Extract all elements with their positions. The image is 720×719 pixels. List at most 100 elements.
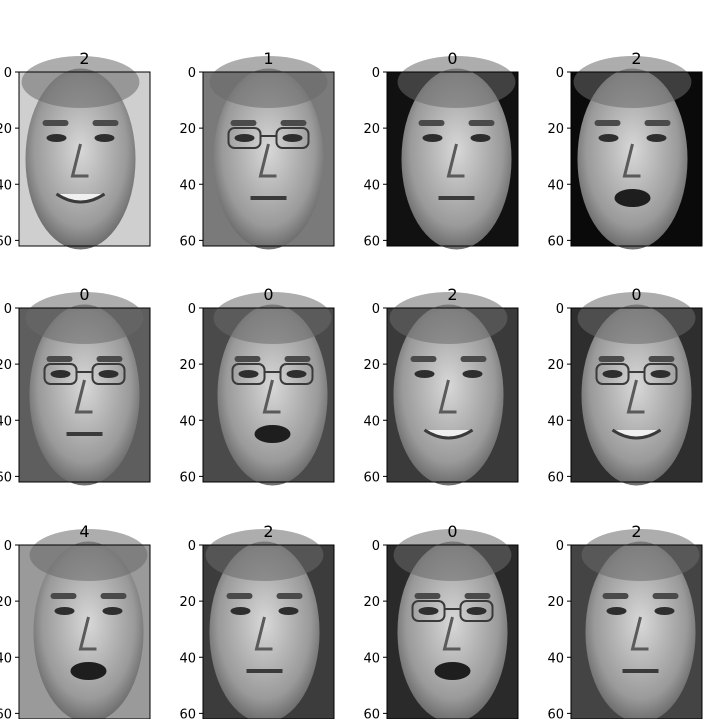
y-tick-label: 0 [188, 302, 196, 317]
face-shape [33, 541, 144, 719]
panel-title: 0 [447, 49, 457, 68]
axes-frame [570, 71, 703, 247]
panel-title: 0 [79, 285, 89, 304]
y-tick-label: 60 [179, 470, 196, 485]
face-panel: 1 0 20 40 60 [179, 49, 335, 250]
left-eye [418, 607, 439, 615]
y-tick-label: 60 [363, 707, 380, 719]
y-tick-label: 40 [0, 414, 12, 429]
glasses-left-lens [231, 363, 266, 385]
left-eyebrow [410, 356, 437, 362]
right-eyebrow [92, 120, 119, 126]
face-panel: 40204060 [0, 522, 151, 719]
glasses-left-lens [227, 127, 262, 149]
left-eye [602, 370, 623, 378]
left-eyebrow [414, 593, 441, 599]
right-eyebrow [280, 120, 307, 126]
left-eye [230, 607, 251, 615]
face-panel: 0 0 20 40 60 [0, 285, 151, 486]
y-tick-label: 0 [4, 539, 12, 554]
face-panel: 0 0 20 40 60 [179, 285, 335, 486]
left-eyebrow [230, 120, 257, 126]
face-shape [209, 541, 320, 719]
glasses-left-lens [411, 600, 446, 622]
left-eyebrow [602, 593, 629, 599]
y-tick-label: 20 [547, 358, 564, 373]
left-eyebrow [42, 120, 69, 126]
face-shape [393, 304, 504, 486]
nose [74, 379, 93, 414]
y-tick-label: 0 [4, 302, 12, 317]
axes-frame [386, 307, 519, 483]
left-eye [414, 370, 435, 378]
hair-shape [397, 56, 516, 108]
face-panel: 0 0 20 40 60 [363, 522, 519, 719]
left-eyebrow [46, 356, 73, 362]
y-tick-label: 40 [179, 651, 196, 666]
y-tick-label: 40 [0, 178, 12, 193]
hair-shape [205, 529, 324, 581]
nose [622, 143, 641, 178]
y-tick-label: 20 [363, 595, 380, 610]
axes-frame [202, 307, 335, 483]
axes-frame [386, 544, 519, 719]
right-eye [278, 607, 299, 615]
y-tick-label: 60 [363, 470, 380, 485]
face-shape [585, 541, 696, 719]
mouth-smile [423, 428, 474, 440]
nose [262, 379, 281, 414]
hair-shape [25, 292, 144, 344]
y-tick-label: 20 [547, 595, 564, 610]
y-tick-label: 0 [556, 66, 564, 81]
glasses-right-lens [459, 600, 494, 622]
right-eyebrow [468, 120, 495, 126]
y-tick-label: 60 [179, 707, 196, 719]
panel-title: 1 [263, 49, 273, 68]
hair-shape [29, 529, 148, 581]
y-tick-label: 0 [188, 66, 196, 81]
glasses-right-lens [275, 127, 310, 149]
mouth-smile [611, 428, 662, 440]
hair-shape [393, 529, 512, 581]
left-eye [46, 134, 67, 142]
left-eye [422, 134, 443, 142]
y-tick-label: 40 [547, 414, 564, 429]
nose [630, 616, 649, 651]
right-eyebrow [460, 356, 487, 362]
face-shape [213, 68, 324, 250]
right-eyebrow [100, 593, 127, 599]
glasses-left-lens [43, 363, 78, 385]
y-tick-label: 40 [547, 178, 564, 193]
glasses-right-lens [279, 363, 314, 385]
nose [258, 143, 277, 178]
y-tick-label: 0 [188, 539, 196, 554]
left-eyebrow [226, 593, 253, 599]
nose [254, 616, 273, 651]
panel-title: 0 [631, 285, 641, 304]
panel-title: 2 [79, 49, 89, 68]
left-eyebrow [594, 120, 621, 126]
panel-title: 0 [263, 285, 273, 304]
glasses-right-lens [91, 363, 126, 385]
face-shape [401, 68, 512, 250]
axes-frame [18, 71, 151, 247]
y-tick-label: 20 [363, 358, 380, 373]
axes-frame [386, 71, 519, 247]
y-tick-label: 20 [0, 122, 12, 137]
y-tick-label: 0 [4, 66, 12, 81]
hair-shape [213, 292, 332, 344]
left-eyebrow [598, 356, 625, 362]
panel-title: 0 [447, 522, 457, 541]
y-tick-label: 40 [179, 178, 196, 193]
y-tick-label: 40 [363, 651, 380, 666]
face-shape [397, 541, 508, 719]
y-tick-label: 20 [363, 122, 380, 137]
mouth-smile [55, 192, 106, 204]
y-tick-label: 40 [363, 178, 380, 193]
y-tick-label: 0 [372, 66, 380, 81]
face-panel: 0 0 20 40 60 [363, 49, 519, 250]
right-eye [462, 370, 483, 378]
